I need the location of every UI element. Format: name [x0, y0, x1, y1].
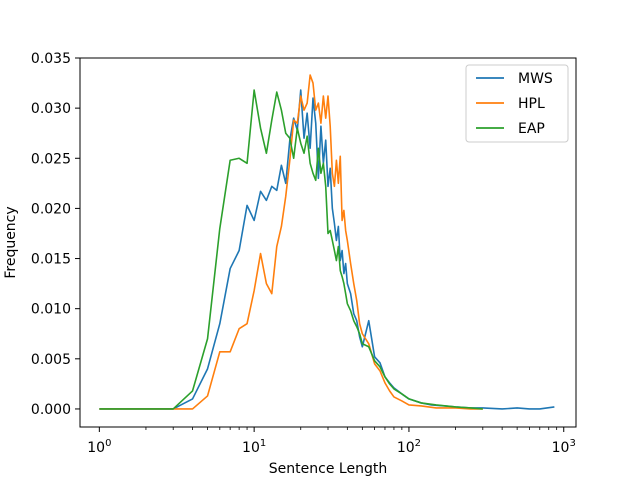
legend-label-eap: EAP	[518, 121, 545, 137]
series-layer	[99, 74, 555, 410]
legend-label-mws: MWS	[518, 71, 553, 87]
series-line-eap	[99, 89, 483, 410]
legend: MWS HPL EAP	[465, 64, 569, 143]
x-axis: 100 101 102 103	[87, 427, 576, 456]
series-line-hpl	[99, 74, 483, 410]
y-tick-label: 0.035	[31, 51, 71, 67]
y-tick-label: 0.005	[31, 352, 71, 368]
legend-label-hpl: HPL	[518, 96, 545, 112]
x-tick-label: 102	[397, 438, 421, 456]
x-axis-label: Sentence Length	[269, 461, 387, 477]
y-tick-label: 0.000	[31, 402, 71, 418]
x-axis-minor-ticks	[145, 427, 558, 430]
y-tick-label: 0.020	[31, 201, 71, 217]
y-axis: 0.000 0.005 0.010 0.015 0.020 0.025 0.030 0.035	[31, 51, 80, 418]
legend-box	[465, 64, 569, 143]
y-tick-label: 0.010	[31, 302, 71, 318]
x-tick-label: 100	[87, 438, 111, 456]
y-tick-label: 0.015	[31, 252, 71, 268]
y-axis-label: Frequency	[3, 206, 19, 278]
y-tick-label: 0.025	[31, 151, 71, 167]
x-tick-label: 103	[552, 438, 576, 456]
y-tick-label: 0.030	[31, 101, 71, 117]
x-tick-label: 101	[242, 438, 266, 456]
